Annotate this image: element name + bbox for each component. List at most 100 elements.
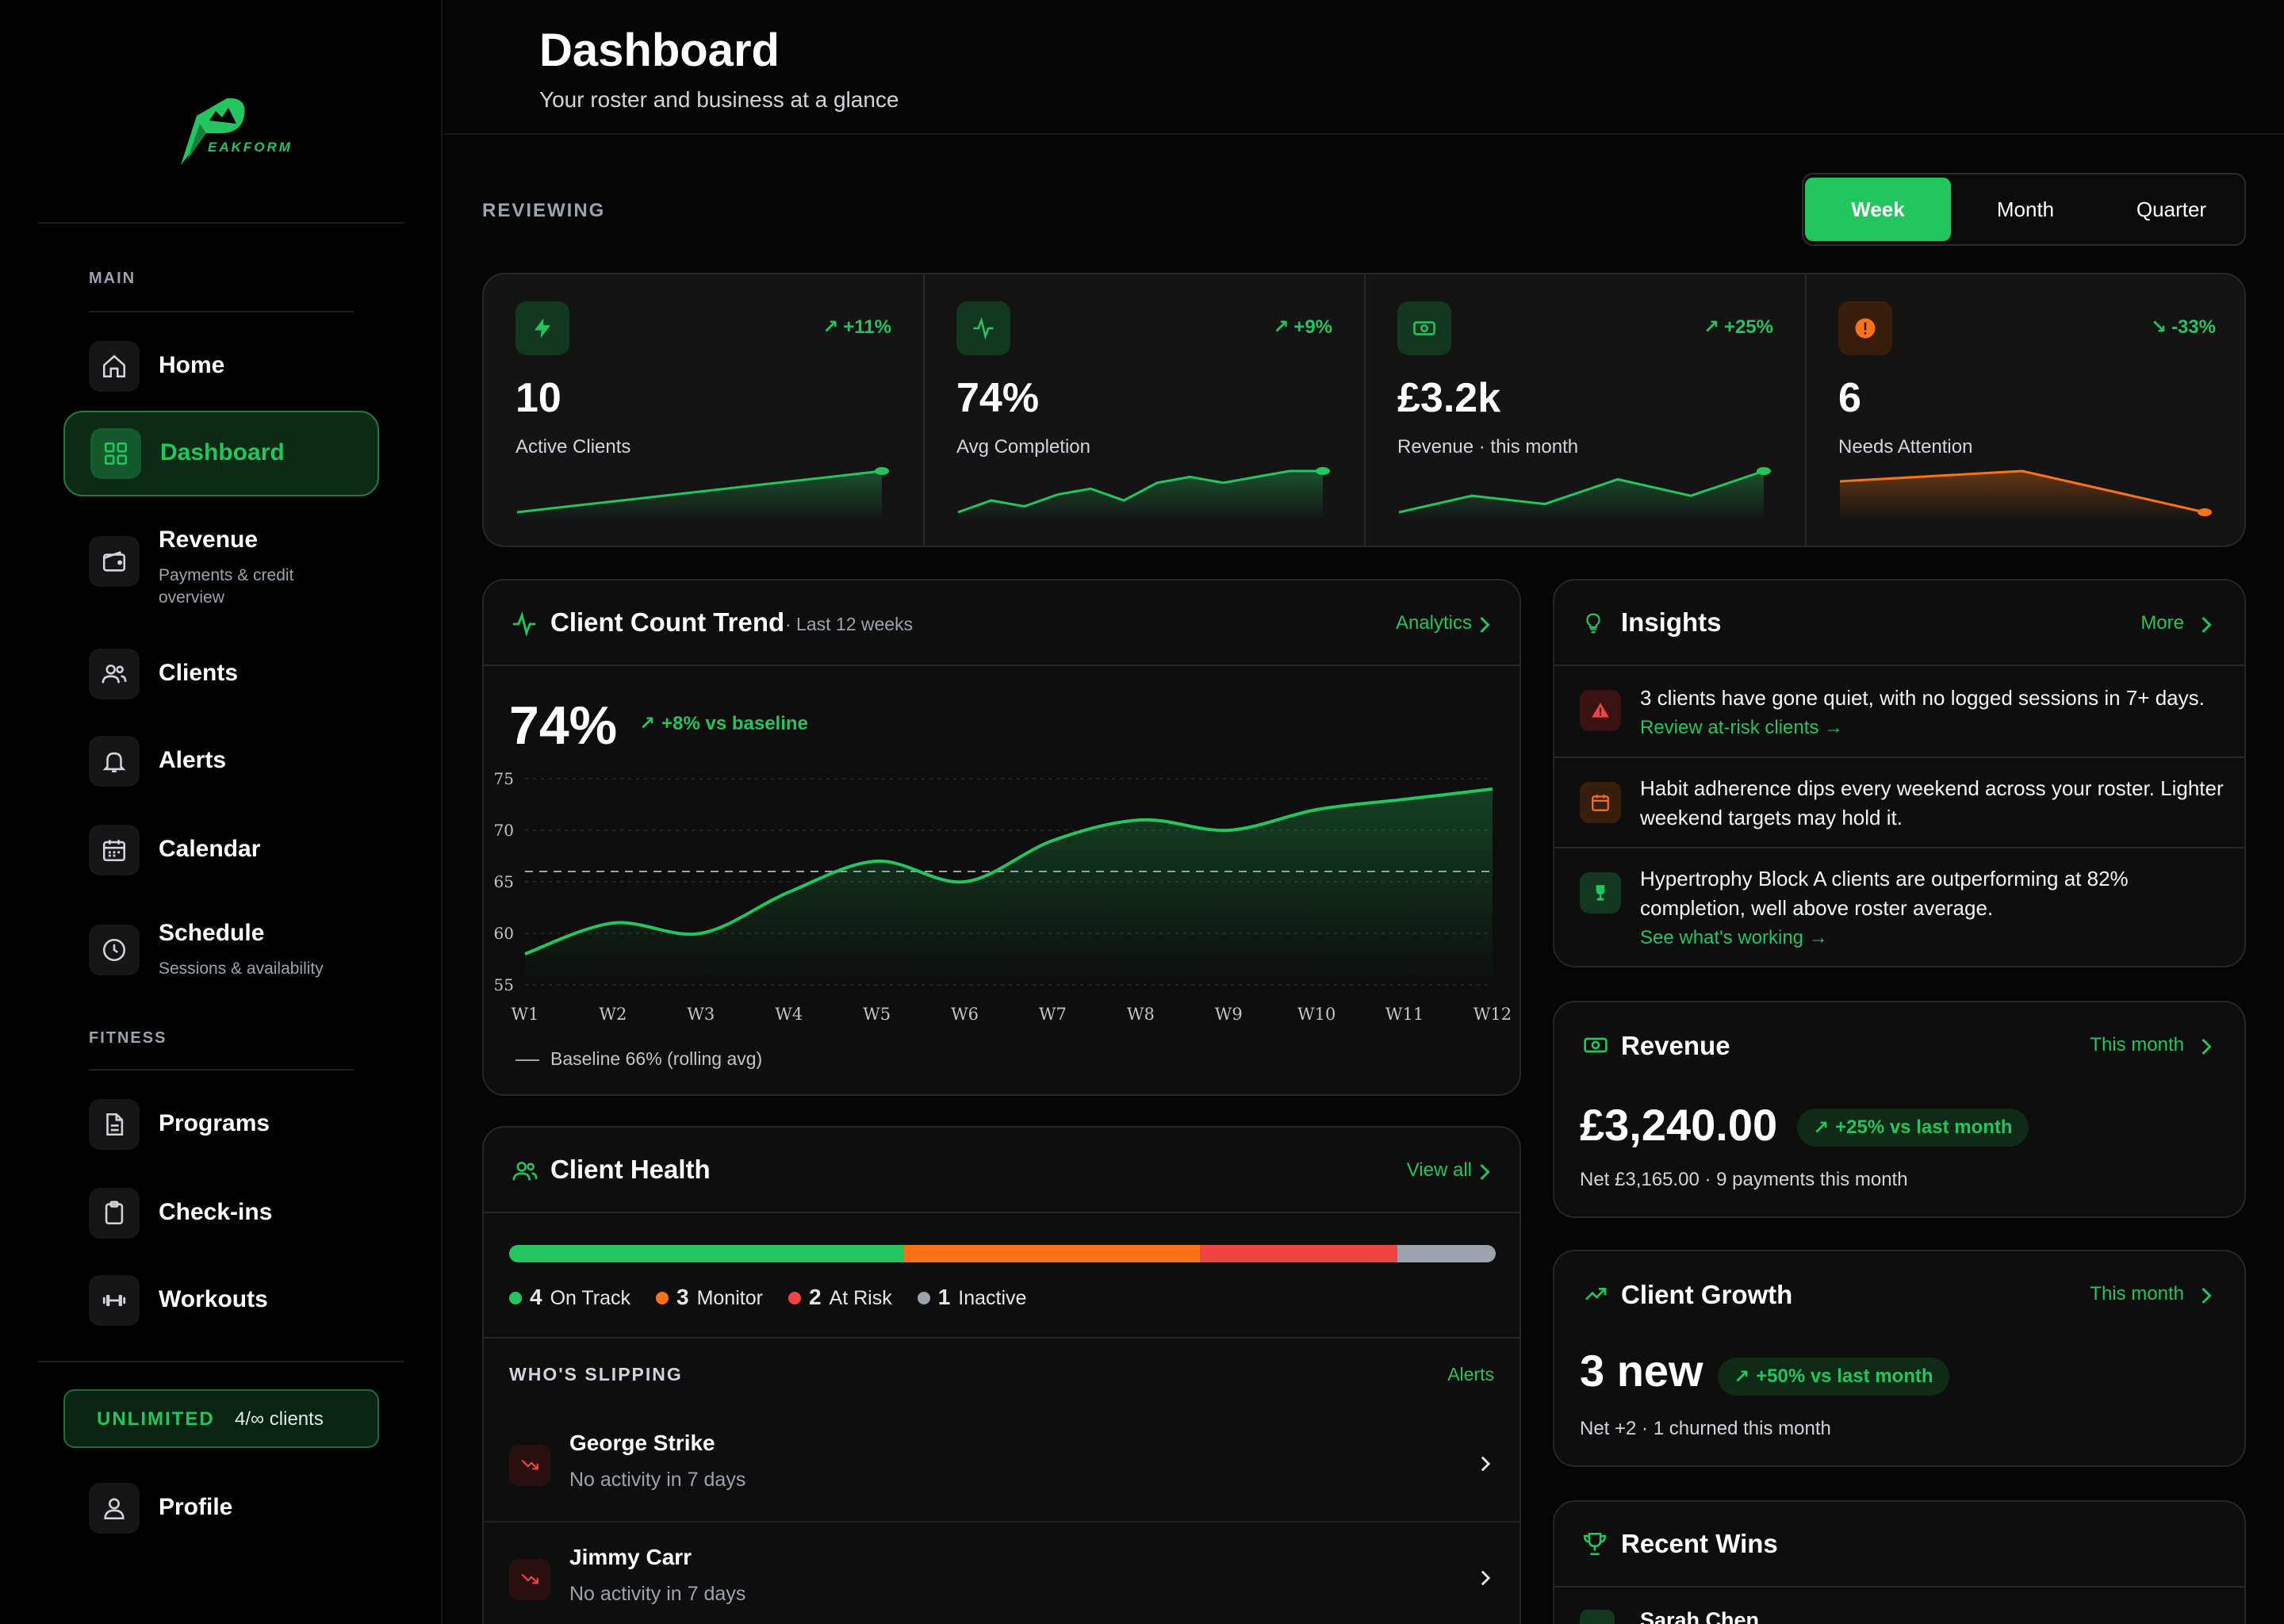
stat-card-active-clients[interactable]: ↗ +11% 10 Active Clients [484, 274, 925, 546]
reviewing-label: REVIEWING [482, 200, 606, 221]
review-at-risk-link[interactable]: Review at-risk clients → [1640, 717, 1844, 738]
sidebar-item-workouts[interactable]: Workouts [63, 1272, 379, 1329]
client-note: No activity in 7 days [569, 1469, 746, 1491]
lightbulb-icon [1586, 613, 1600, 634]
growth-delta: ↗ +50% vs last month [1718, 1358, 1949, 1396]
sidebar-item-label: Workouts [159, 1286, 268, 1312]
revenue-subtitle: Net £3,165.00 · 9 payments this month [1580, 1169, 1908, 1190]
panel-title: Client Growth [1621, 1280, 1793, 1309]
sidebar-item-calendar[interactable]: Calendar [63, 822, 379, 879]
see-whats-working-link[interactable]: See what's working → [1640, 927, 1828, 948]
sidebar: EAKFORM MAIN Home Dashboard Revenue Paym… [0, 0, 443, 1624]
sidebar-item-profile[interactable]: Profile [63, 1480, 379, 1537]
revenue-delta: ↗ +25% vs last month [1797, 1109, 2029, 1147]
insight-item: Habit adherence dips every weekend acros… [1554, 756, 2244, 847]
stat-value: 10 [515, 375, 561, 421]
page-header: Dashboard Your roster and business at a … [444, 0, 2284, 135]
sparkline-line [516, 469, 883, 514]
section-divider [89, 311, 354, 312]
period-week-button[interactable]: Week [1805, 178, 1951, 241]
x-tick-label: W1 [512, 1005, 539, 1024]
revenue-amount: £3,240.00 [1580, 1100, 1778, 1150]
sidebar-item-schedule[interactable]: Schedule Sessions & availability [63, 912, 379, 999]
baseline-legend-swatch [515, 1059, 539, 1061]
chevron-right-icon [2202, 1287, 2212, 1304]
period-month-button[interactable]: Month [1996, 197, 2055, 221]
sidebar-item-label: Clients [159, 660, 239, 686]
users-icon [89, 649, 140, 699]
plan-client-count: 4/∞ clients [235, 1408, 324, 1430]
stat-card-revenue[interactable]: ↗ +25% £3.2k Revenue · this month [1366, 274, 1807, 546]
trend-value: 74% [509, 695, 618, 756]
revenue-panel: Revenue This month £3,240.00 ↗ +25% vs la… [1553, 1001, 2246, 1218]
stat-value: 74% [956, 375, 1040, 421]
this-month-link[interactable]: This month [2090, 1034, 2184, 1055]
x-tick-label: W8 [1127, 1005, 1155, 1024]
stat-card-avg-completion[interactable]: ↗ +9% 74% Avg Completion [925, 274, 1366, 546]
x-tick-label: W11 [1385, 1005, 1424, 1024]
panel-title: Client Count Trend [550, 607, 785, 637]
bolt-icon [515, 301, 569, 355]
alerts-link[interactable]: Alerts [1447, 1364, 1494, 1385]
client-name: Jimmy Carr [569, 1545, 692, 1569]
clipboard-icon [89, 1188, 140, 1239]
this-month-link[interactable]: This month [2090, 1283, 2184, 1304]
users-icon [512, 1162, 538, 1181]
chevron-right-icon [1481, 1570, 1491, 1586]
stat-cards: ↗ +11% 10 Active Clients ↗ +9% 74% Avg Com… [482, 273, 2246, 547]
sidebar-item-label: Alerts [159, 747, 227, 773]
bell-icon [89, 736, 140, 787]
cash-icon [1584, 1037, 1608, 1053]
stat-label: Revenue · this month [1397, 436, 1579, 458]
slipping-client-row[interactable]: George Strike No activity in 7 days [484, 1408, 1519, 1519]
chevron-right-icon [1481, 1456, 1491, 1472]
stat-delta: ↘ -33% [2150, 316, 2216, 338]
sidebar-item-programs[interactable]: Programs [63, 1096, 379, 1153]
calendar-icon [1580, 782, 1621, 823]
panel-title: Recent Wins [1621, 1529, 1778, 1558]
sidebar-item-check-ins[interactable]: Check-ins [63, 1185, 379, 1242]
x-tick-label: W5 [863, 1005, 891, 1024]
growth-subtitle: Net +2 · 1 churned this month [1580, 1418, 1831, 1439]
period-quarter-button[interactable]: Quarter [2136, 197, 2207, 221]
slipping-client-row[interactable]: Jimmy Carr No activity in 7 days [484, 1521, 1519, 1624]
sidebar-item-label: Calendar [159, 836, 261, 862]
sidebar-item-subtitle: Sessions & availability [159, 959, 324, 978]
y-tick-label: 60 [494, 924, 514, 943]
calendar-icon [89, 825, 140, 875]
stat-card-needs-attention[interactable]: ↘ -33% 6 Needs Attention [1807, 274, 2244, 546]
stat-label: Avg Completion [956, 436, 1090, 458]
home-icon [89, 341, 140, 392]
plan-name: UNLIMITED [97, 1408, 215, 1430]
trend-down-icon [509, 1559, 550, 1600]
growth-value: 3 new [1580, 1346, 1703, 1396]
trend-area [525, 789, 1493, 985]
alert-icon [1838, 301, 1892, 355]
sidebar-item-dashboard[interactable]: Dashboard [63, 411, 379, 496]
section-main: MAIN [89, 270, 136, 287]
sidebar-item-revenue[interactable]: Revenue Payments & credit overview [63, 520, 379, 615]
peakform-logo [181, 98, 245, 165]
sparkline-area [1399, 471, 1764, 520]
analytics-link[interactable]: Analytics [1395, 612, 1472, 634]
view-all-link[interactable]: View all [1406, 1159, 1472, 1181]
health-bar [509, 1245, 1496, 1262]
x-tick-label: W10 [1297, 1005, 1336, 1024]
stat-label: Active Clients [515, 436, 631, 458]
sparkline [1839, 469, 2212, 520]
plan-badge[interactable]: UNLIMITED 4/∞ clients [63, 1389, 379, 1448]
more-link[interactable]: More [2140, 612, 2184, 634]
sidebar-item-home[interactable]: Home [63, 338, 379, 395]
health-segment [903, 1245, 1200, 1262]
health-segment [1397, 1245, 1496, 1262]
sidebar-divider [38, 222, 404, 224]
legend-at-risk: 2 At Risk [788, 1285, 892, 1310]
win-icon [1580, 1610, 1615, 1624]
chevron-right-icon [1480, 616, 1490, 634]
sidebar-item-alerts[interactable]: Alerts [63, 733, 379, 790]
section-fitness: FITNESS [89, 1029, 167, 1047]
pulse-icon [512, 611, 536, 638]
sparkline [516, 467, 889, 520]
sidebar-item-clients[interactable]: Clients [63, 645, 379, 703]
file-icon [89, 1099, 140, 1150]
